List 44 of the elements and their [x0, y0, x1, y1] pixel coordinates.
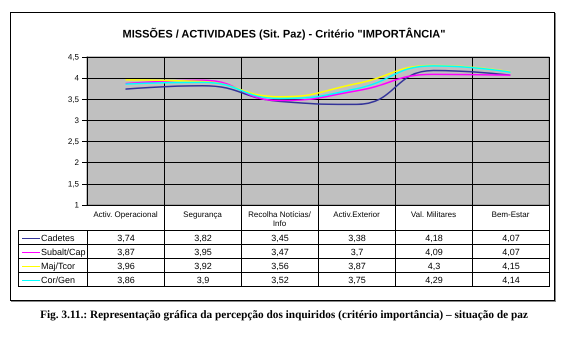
data-label: 3,87: [88, 244, 164, 258]
y-tick-label: 3: [74, 116, 80, 125]
data-label: 4,14: [472, 272, 550, 286]
data-label: 4,07: [472, 230, 550, 244]
data-label: 4,18: [396, 230, 472, 244]
data-label: 4,29: [396, 272, 472, 286]
data-label: 3,74: [88, 230, 164, 244]
data-label: 3,38: [318, 230, 396, 244]
data-label: 3,92: [164, 258, 242, 272]
data-label: 3,9: [164, 272, 242, 286]
data-label: 3,47: [242, 244, 318, 258]
y-tick-label: 4,5: [68, 52, 80, 62]
x-tick-label: Recolha Notícias/Info: [248, 210, 312, 228]
x-tick-label: Bem-Estar: [492, 210, 530, 219]
data-label: 3,95: [164, 244, 242, 258]
y-tick-label: 4: [74, 74, 80, 83]
y-tick-label: 2: [74, 158, 80, 168]
y-tick-label: 3,5: [68, 94, 80, 104]
data-label: 3,87: [318, 258, 396, 272]
data-label: 3,75: [318, 272, 396, 286]
data-label: 3,96: [88, 258, 164, 272]
legend-label: Cadetes: [41, 232, 75, 242]
x-tick-label: Activ. Operacional: [93, 210, 158, 219]
caption: Fig. 3.11.: Representação gráfica da percepção dos inquiridos (critério importância) – situação de paz: [39, 309, 529, 321]
data-label: 4,09: [396, 244, 472, 258]
legend-label: Maj/Tcor: [41, 260, 76, 270]
x-tick-label: Val. Militares: [410, 210, 456, 219]
y-tick-label: 1,5: [68, 179, 80, 188]
data-label: 3,82: [164, 230, 242, 244]
data-label: 3,7: [318, 244, 396, 258]
data-label: 4,3: [396, 258, 472, 272]
data-label: 4,07: [472, 244, 550, 258]
data-label: 3,86: [88, 272, 164, 286]
data-label: 3,52: [242, 272, 318, 286]
x-tick-label: Activ.Exterior: [333, 210, 380, 219]
legend-label: Subalt/Cap: [41, 246, 86, 256]
y-tick-label: 1: [74, 200, 80, 210]
data-label: 3,45: [242, 230, 318, 244]
data-label: 3,56: [242, 258, 318, 272]
x-tick-label: Segurança: [183, 210, 222, 219]
data-label: 4,15: [472, 258, 550, 272]
y-tick-label: 2,5: [68, 137, 80, 146]
legend-label: Cor/Gen: [41, 274, 76, 284]
chart-title: MISSÕES / ACTIVIDADES (Sit. Paz) - Critério "IMPORTÂNCIA": [122, 28, 446, 40]
